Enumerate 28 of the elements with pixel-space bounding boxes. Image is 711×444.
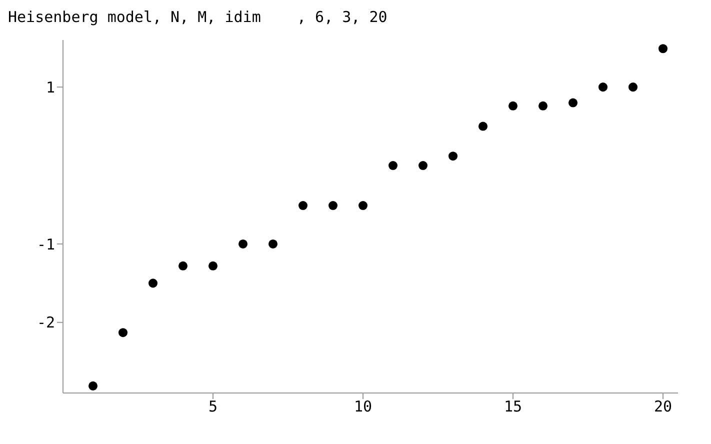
y-tick-label: -2 xyxy=(36,314,55,332)
point xyxy=(298,201,308,210)
point xyxy=(388,161,398,170)
point xyxy=(568,98,578,108)
x-tick-label: 20 xyxy=(654,398,672,416)
y-tick-label: -1 xyxy=(36,235,55,254)
point xyxy=(628,82,638,92)
x-tick-label: 10 xyxy=(354,398,372,416)
point xyxy=(148,278,158,288)
point xyxy=(538,101,548,110)
point xyxy=(238,239,248,248)
point xyxy=(418,161,428,170)
point xyxy=(598,82,608,92)
point xyxy=(658,44,668,54)
y-tick-label: 1 xyxy=(46,78,55,96)
point xyxy=(208,261,218,270)
point xyxy=(268,239,278,248)
point xyxy=(328,201,338,210)
point xyxy=(448,152,458,161)
x-tick-label: 15 xyxy=(504,398,522,416)
chart-title: Heisenberg model, N, M, idim , 6, 3, 20 xyxy=(8,8,388,28)
point xyxy=(358,201,368,210)
point xyxy=(478,122,488,131)
x-tick-label: 5 xyxy=(208,398,218,416)
point xyxy=(88,381,98,390)
point xyxy=(118,328,128,338)
point xyxy=(508,101,518,110)
point xyxy=(178,261,188,270)
